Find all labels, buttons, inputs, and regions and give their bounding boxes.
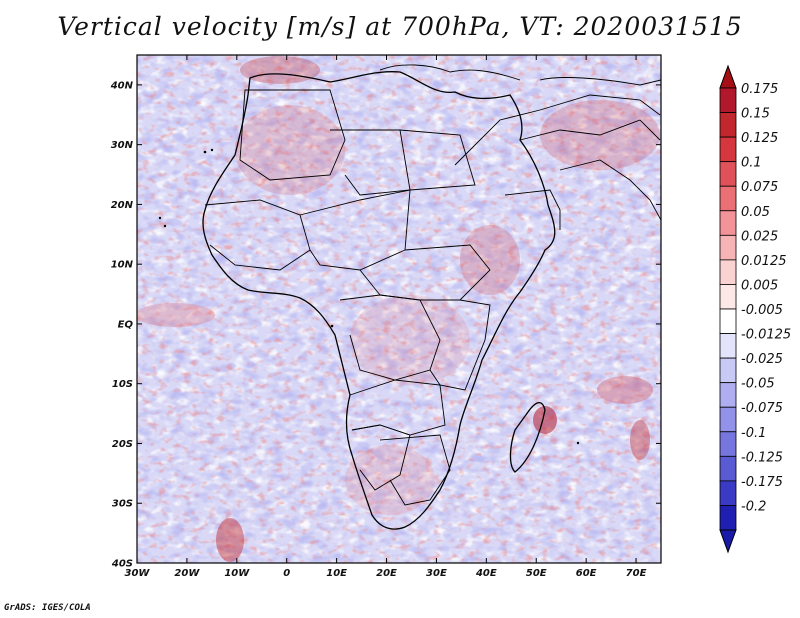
x-tick-label: 70E [626, 568, 647, 579]
colorbar-label: 0.0125 [741, 254, 787, 269]
x-tick-label: 60E [576, 568, 597, 579]
x-tick-label: 30E [426, 568, 447, 579]
colorbar-label: -0.0125 [741, 328, 791, 343]
x-axis: 30W 20W 10W 0 10E 20E 30E 40E 50E 60E 70E [125, 55, 647, 579]
colorbar-label: 0.1 [741, 156, 762, 171]
y-tick-label: 20N [111, 200, 134, 211]
map-title: Vertical velocity [m/s] at 700hPa, VT: 2… [57, 12, 743, 41]
colorbar-swatch [719, 136, 737, 163]
x-tick-label: 20E [376, 568, 397, 579]
y-tick-label: EQ [118, 319, 134, 330]
colorbar-bottom-arrow [719, 529, 737, 554]
colorbar-swatch [719, 234, 737, 261]
colorbar-swatch [719, 284, 737, 310]
colorbar-swatch [719, 505, 737, 531]
colorbar-label: -0.075 [741, 401, 783, 416]
colorbar-label: 0.025 [741, 229, 778, 244]
colorbar-swatch [719, 333, 737, 359]
y-tick-label: 10S [112, 379, 133, 390]
y-axis: 40N 30N 20N 10N EQ 10S 20S 30S 40S [110, 80, 661, 570]
colorbar-swatch [719, 112, 737, 138]
colorbar-label: 0.15 [741, 107, 770, 122]
colorbar-swatch [719, 357, 737, 384]
colorbar-swatch [719, 431, 737, 457]
velocity-field [137, 55, 661, 563]
colorbar-label: -0.1 [741, 426, 766, 441]
colorbar: 0.175 0.15 0.125 0.1 0.075 0.05 0.025 0.0125 0.0… [719, 64, 791, 554]
x-tick-label: 50E [526, 568, 547, 579]
colorbar-label: 0.075 [741, 180, 778, 195]
x-tick-label: 30W [125, 568, 151, 579]
colorbar-swatch [719, 455, 737, 482]
y-tick-label: 30S [112, 499, 133, 510]
colorbar-label: -0.125 [741, 450, 783, 465]
colorbar-label: -0.05 [741, 377, 775, 392]
colorbar-swatch [719, 87, 737, 113]
coastlines [202, 64, 661, 530]
colorbar-swatch [719, 382, 737, 408]
y-tick-label: 40S [111, 559, 133, 570]
x-tick-label: 10E [326, 568, 347, 579]
colorbar-swatch [719, 480, 737, 506]
x-tick-label: 20W [174, 568, 200, 579]
colorbar-top-arrow [719, 64, 737, 89]
colorbar-label: -0.025 [741, 352, 783, 367]
colorbar-label: 0.05 [741, 205, 770, 220]
colorbar-label: 0.005 [741, 278, 778, 293]
footer-credit: GrADS: IGES/COLA [4, 603, 91, 613]
y-tick-label: 40N [110, 80, 134, 91]
islands [158, 148, 580, 445]
x-tick-label: 40E [475, 568, 497, 579]
x-tick-label: 0 [283, 568, 290, 579]
y-tick-label: 10N [111, 260, 134, 271]
colorbar-swatch [719, 259, 737, 285]
colorbar-label: 0.125 [741, 131, 778, 146]
colorbar-swatch [719, 210, 737, 236]
colorbar-swatch [719, 161, 737, 187]
y-tick-label: 30N [111, 140, 134, 151]
colorbar-label: -0.005 [741, 303, 783, 318]
colorbar-label: -0.175 [741, 475, 783, 490]
y-tick-label: 20S [112, 439, 133, 450]
x-tick-label: 10W [224, 568, 250, 579]
plot-frame [136, 54, 662, 564]
colorbar-swatch [719, 185, 737, 212]
colorbar-label: 0.175 [741, 82, 778, 97]
colorbar-label: -0.2 [741, 499, 766, 514]
colorbar-swatch [719, 406, 737, 433]
colorbar-swatch [719, 308, 737, 334]
